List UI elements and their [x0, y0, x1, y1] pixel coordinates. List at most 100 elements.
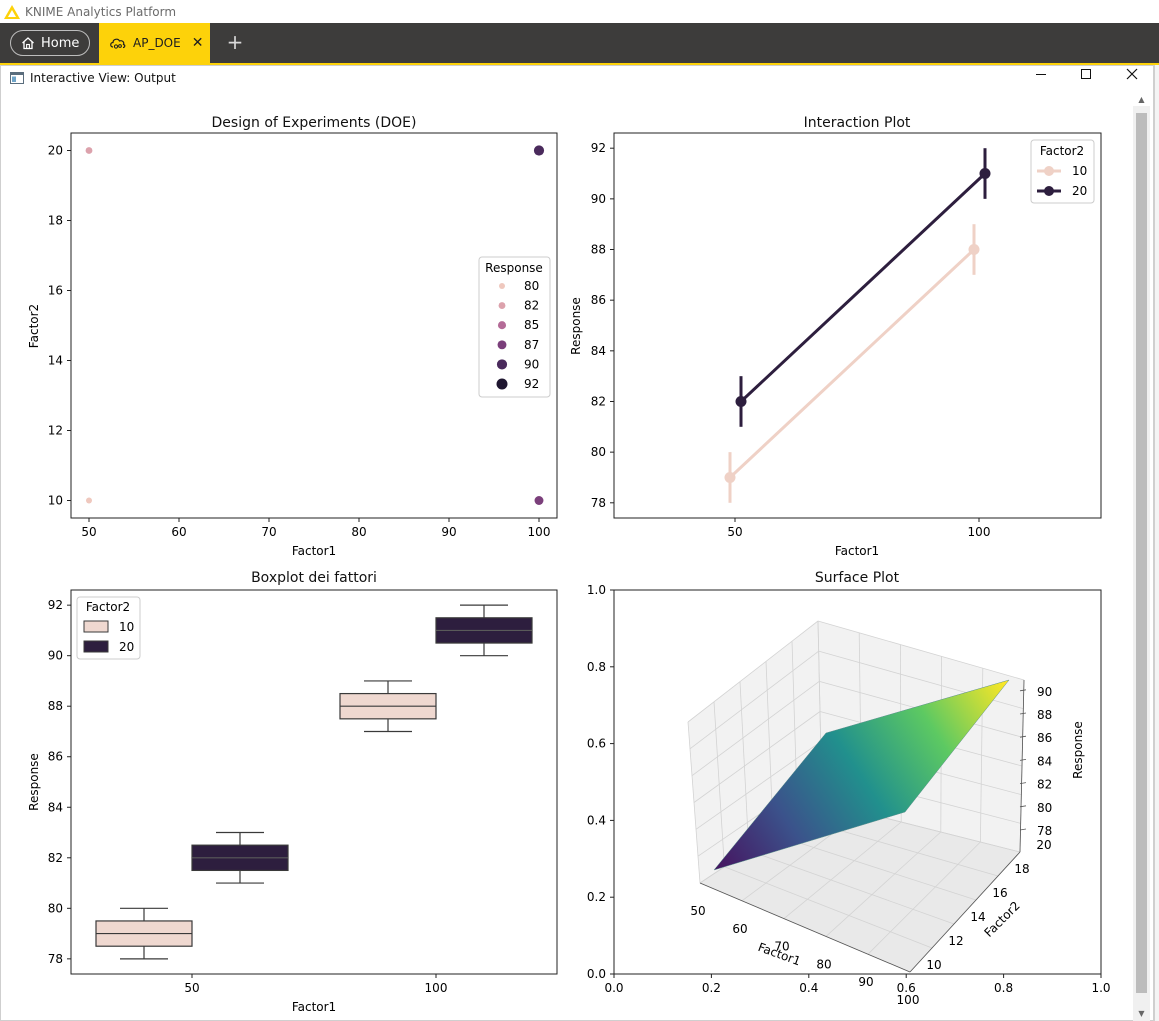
boxplot-ytick-label: 78: [48, 952, 63, 966]
surface-response-tick: 80: [1037, 801, 1052, 815]
interaction-point: [724, 471, 736, 483]
doe-legend-marker: [497, 321, 507, 330]
boxplot-title: Boxplot dei fattori: [251, 570, 377, 586]
boxplot-xlabel: Factor1: [292, 1000, 336, 1014]
workflow-tab-label: AP_DOE: [133, 36, 181, 50]
doe-ytick-label: 20: [48, 144, 63, 158]
app-title: KNIME Analytics Platform: [25, 4, 177, 19]
surface-response-tickmark: [1019, 782, 1027, 784]
boxplot-ytick-label: 84: [48, 800, 63, 814]
surface-factor1-tick: 70: [774, 940, 789, 954]
boxplot-ytick-label: 88: [48, 699, 63, 713]
surface-factor2-tick: 16: [992, 886, 1007, 900]
doe-legend-label: 92: [524, 377, 539, 391]
surface-response-tick: 86: [1037, 731, 1052, 745]
boxplot-boxes: [95, 604, 533, 960]
doe-legend-label: 80: [524, 279, 539, 293]
surface-x-axis: 0.0 0.2 0.4 0.6 0.8 1.0: [604, 974, 1111, 995]
scroll-down-arrow-icon[interactable]: ▼: [1138, 1009, 1145, 1018]
interaction-chart: Interaction Plot 50 100 7880828486889092 …: [569, 115, 1102, 558]
surface-response-tickmark: [1019, 805, 1027, 808]
new-tab-button[interactable]: +: [226, 30, 244, 54]
home-tab[interactable]: Home: [10, 30, 91, 56]
doe-xtick-label: 100: [528, 525, 551, 539]
interaction-xlabel: Factor1: [835, 544, 879, 558]
doe-legend-marker: [497, 340, 507, 350]
doe-legend-title: Response: [485, 261, 543, 275]
interaction-plot-area: [613, 132, 1102, 519]
interaction-legend-marker: [1044, 186, 1054, 196]
doe-xtick-label: 80: [351, 525, 366, 539]
workflow-tab[interactable]: AP_DOE ✕: [99, 23, 210, 63]
doe-legend-marker: [498, 302, 506, 310]
surface-xtick-label: 0.2: [702, 981, 721, 995]
interaction-x-axis: 50 100: [727, 518, 990, 539]
interaction-xtick-label: 50: [727, 525, 742, 539]
workflow-cloud-icon: [110, 38, 126, 49]
interaction-legend-label: 20: [1072, 184, 1087, 198]
interaction-legend: Factor2 10 20: [1030, 139, 1095, 204]
doe-xtick-label: 70: [261, 525, 276, 539]
surface-ytick-label: 0.4: [587, 813, 606, 827]
interaction-point: [968, 244, 980, 256]
surface-factor2-tick: 18: [1014, 862, 1029, 876]
surface-factor1-tick: 100: [897, 993, 920, 1007]
interaction-series-line: [739, 172, 987, 403]
surface-factor1-tick: 90: [858, 975, 873, 989]
surface-ytick-label: 0.0: [587, 967, 606, 981]
interaction-ytick-label: 90: [591, 192, 606, 206]
doe-legend-label: 85: [524, 318, 539, 332]
interaction-point: [979, 168, 991, 180]
scrollbar-thumb[interactable]: [1136, 113, 1147, 993]
scroll-up-arrow-icon[interactable]: ▲: [1138, 95, 1145, 104]
surface-ytick-label: 0.2: [587, 890, 606, 904]
doe-plot-area: [70, 132, 558, 519]
knime-logo-icon: [4, 4, 20, 19]
interaction-y-axis: 78 80 82 84 86 88 90 92: [591, 141, 614, 510]
surface-response-tick: 78: [1037, 824, 1052, 838]
surface-factor1-tick: 80: [816, 957, 831, 971]
surface-response-tickmark: [1019, 828, 1027, 831]
interaction-series-line: [728, 248, 976, 479]
maximize-button[interactable]: [1071, 68, 1101, 88]
minimize-button[interactable]: [1026, 68, 1056, 88]
interaction-legend-marker: [1044, 166, 1054, 176]
doe-point: [85, 147, 93, 154]
surface-mesh: [713, 679, 1010, 871]
interaction-legend-title: Factor2: [1040, 144, 1084, 158]
view-titlebar: Interactive View: Output: [1, 66, 1153, 90]
close-tab-icon[interactable]: ✕: [191, 35, 204, 51]
doe-ytick-label: 18: [48, 214, 63, 228]
surface-response-tickmark: [1019, 759, 1027, 761]
doe-legend-label: 87: [524, 338, 539, 352]
doe-chart: Design of Experiments (DOE) 50 60 70 80 90 10…: [27, 115, 558, 558]
surface-xtick-label: 0.8: [994, 981, 1013, 995]
surface-chart: Surface Plot 0.0 0.2 0.4 0.6 0.8 1.0 0.0 0.2 0.…: [587, 570, 1111, 1007]
surface-response-tick: 90: [1037, 685, 1052, 699]
surface-response-tick: 88: [1037, 708, 1052, 722]
close-window-button[interactable]: [1117, 68, 1147, 88]
doe-title: Design of Experiments (DOE): [212, 115, 417, 131]
interaction-xtick-label: 100: [968, 525, 991, 539]
vertical-scrollbar[interactable]: ▲ ▼: [1133, 95, 1150, 1021]
surface-ytick-label: 0.6: [587, 737, 606, 751]
boxplot-legend-swatch: [83, 640, 109, 653]
home-icon: [22, 37, 34, 50]
boxplot-ytick-label: 90: [48, 649, 63, 663]
doe-points: [85, 145, 545, 505]
doe-legend-marker: [499, 283, 505, 289]
doe-legend-marker: [496, 359, 508, 370]
surface-response-tick: 82: [1037, 778, 1052, 792]
doe-ytick-label: 10: [48, 494, 63, 508]
boxplot-legend-label: 20: [119, 640, 134, 654]
surface-title: Surface Plot: [815, 570, 900, 586]
interaction-ytick-label: 84: [591, 344, 606, 358]
interaction-ytick-label: 86: [591, 293, 606, 307]
view-title: Interactive View: Output: [30, 71, 176, 85]
doe-legend-label: 90: [524, 357, 539, 371]
boxplot-ytick-label: 80: [48, 901, 63, 915]
boxplot-ytick-label: 82: [48, 851, 63, 865]
doe-legend-box: [478, 256, 551, 398]
